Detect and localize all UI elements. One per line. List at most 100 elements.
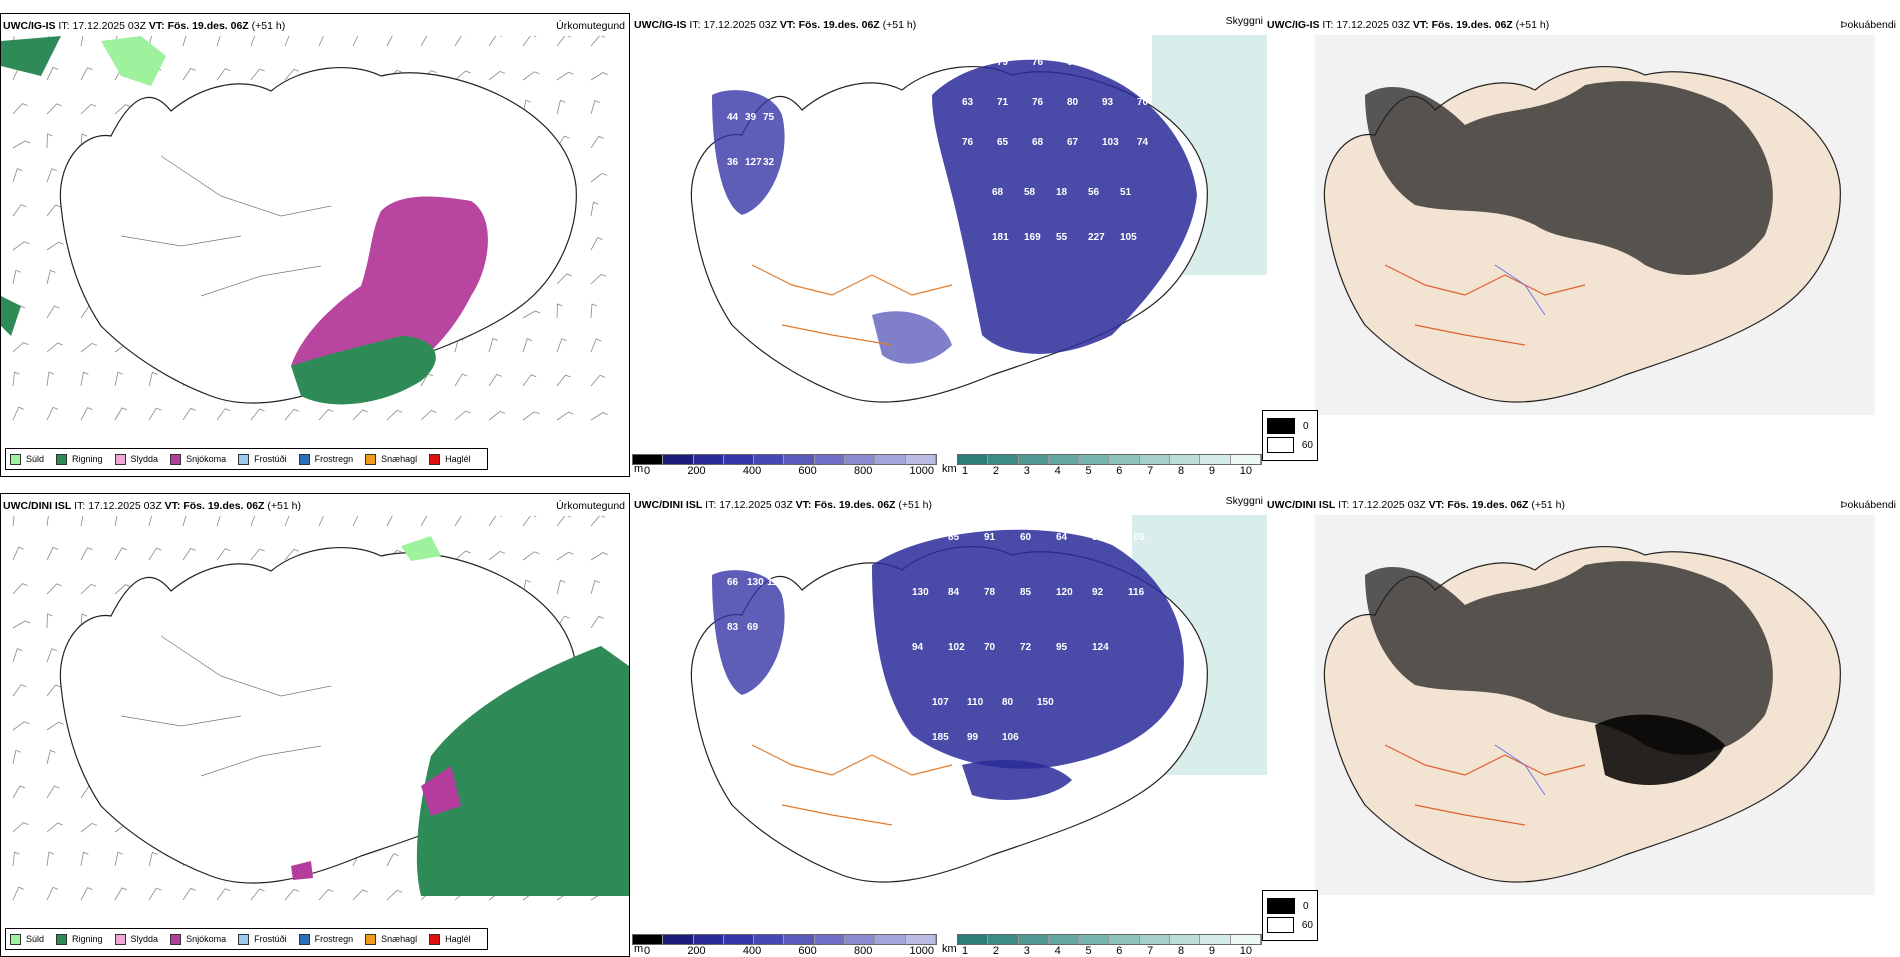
roads: [751, 264, 953, 346]
wind-barb: [114, 547, 128, 561]
colorbar-segment: [875, 935, 906, 944]
wind-barb: [80, 67, 93, 81]
wind-barb: [216, 548, 231, 561]
colorbar-segment: [845, 935, 876, 944]
panel-title: Þokuábendi: [1840, 19, 1896, 31]
cloud-base-label: 116: [1128, 587, 1145, 598]
colorbar-segment: [1170, 455, 1201, 464]
wind-barb: [12, 546, 24, 561]
wind-barb: [522, 411, 540, 421]
panel-title: Þokuábendi: [1840, 499, 1896, 511]
wind-barb: [352, 516, 359, 527]
snow-area: [421, 766, 461, 816]
cloud-base-label: 150: [1037, 697, 1054, 708]
it-value: 17.12.2025 03Z: [719, 499, 793, 511]
model-name: UWC/IG-IS: [1267, 19, 1320, 31]
wind-barb: [522, 310, 541, 319]
tick: 2: [992, 945, 999, 957]
wind-barb: [148, 887, 162, 901]
legend-label: Haglél: [445, 934, 471, 944]
cloud-base-label: 44: [727, 112, 739, 123]
legend-item-rigning: Rigning: [56, 933, 103, 945]
wind-barb: [522, 551, 540, 561]
wind-barb: [522, 374, 537, 387]
wind-barb: [488, 550, 506, 561]
cloud-cover-westfjords: [712, 570, 785, 695]
panel-header: UWC/DINI ISL IT: 17.12.2025 03Z VT: Fös.…: [1267, 499, 1565, 511]
wind-barb: [284, 516, 290, 527]
wind-barb: [46, 851, 55, 867]
cloud-base-label: 80: [1002, 697, 1014, 708]
legend-label: Snæhagl: [381, 454, 418, 464]
cloud-base-label: 93: [1102, 97, 1114, 108]
wind-barb: [12, 371, 20, 387]
drizzle-area: [401, 536, 441, 561]
tick: 8: [1178, 465, 1185, 477]
wind-barb: [148, 516, 152, 527]
cloud-base-label: 64: [1067, 57, 1079, 68]
vt-value: Fös. 19.des. 06Z: [1431, 19, 1513, 31]
wind-barb: [12, 516, 15, 527]
wind-barb: [522, 516, 537, 527]
wind-barb: [46, 406, 59, 421]
wind-barb: [420, 516, 433, 527]
panel-title: Skyggni: [1225, 495, 1263, 507]
tick: 200: [687, 465, 706, 477]
colorbar-segment: [784, 455, 815, 464]
legend-swatch: [56, 453, 68, 465]
wind-barb: [182, 547, 196, 561]
colorbar-segment: [663, 935, 694, 944]
legend-label: Slydda: [130, 454, 159, 464]
wind-barb: [46, 721, 64, 731]
colorbar-segment: [663, 455, 694, 464]
cloud-panel-bottom: UWC/DINI ISL IT: 17.12.2025 03Z VT: Fös.…: [632, 493, 1267, 957]
wind-barb: [556, 36, 571, 47]
wind-barb: [46, 269, 56, 285]
it-label: IT:: [689, 19, 701, 31]
tick: 9: [1208, 945, 1215, 957]
cloud-base-label: 75: [763, 112, 775, 123]
wind-barb: [556, 579, 566, 595]
wind-barb: [556, 551, 574, 561]
wind-barb: [46, 516, 49, 527]
wind-barb: [46, 785, 60, 799]
wind-barb: [12, 822, 29, 833]
panel-header: UWC/DINI ISL IT: 17.12.2025 03Z VT: Fös.…: [634, 499, 932, 511]
cloud-base-label: 78: [984, 587, 996, 598]
colorbar-segment: [693, 935, 724, 944]
wind-barb: [284, 36, 290, 47]
wind-barb: [590, 374, 606, 387]
cloud-base-label: 92: [1092, 587, 1104, 598]
it-label: IT:: [705, 499, 717, 511]
legend-item-haglel: Haglél: [429, 933, 471, 945]
wind-barb: [80, 133, 88, 149]
wind-barb: [80, 36, 84, 47]
fog-legend-label: 60: [1301, 439, 1313, 451]
wind-barb: [556, 516, 571, 527]
rain-area-nw: [1, 36, 61, 76]
rivers: [1494, 744, 1546, 796]
wind-barb: [488, 410, 506, 421]
wind-barb: [182, 516, 187, 527]
tick: 7: [1147, 945, 1154, 957]
wind-barb: [556, 273, 572, 285]
vt-label: VT:: [795, 499, 812, 511]
tick: 5: [1085, 465, 1092, 477]
panel-header: UWC/IG-IS IT: 17.12.2025 03Z VT: Fös. 19…: [3, 20, 285, 32]
fog-legend: 0 60: [1262, 410, 1318, 461]
cloud-base-label: 70: [1102, 57, 1114, 68]
tick: 800: [853, 945, 873, 957]
wind-barb: [216, 516, 221, 527]
wind-barb: [522, 338, 533, 353]
roads: [1384, 744, 1586, 826]
fog-legend-label: 0: [1303, 900, 1309, 912]
legend-item-frostudi: Frostúði: [238, 453, 287, 465]
wind-barb: [556, 374, 571, 387]
vis-colorbar-strip: [957, 934, 1262, 945]
colorbar-segment: [1048, 455, 1080, 464]
wind-barb: [80, 516, 84, 527]
cloud-base-label: 53: [1092, 532, 1104, 543]
precip-legend: Súld Rigning Slydda Snjókoma Frostúði Fr…: [5, 928, 488, 950]
tick: 400: [742, 945, 762, 957]
fog-swatch: [1267, 418, 1295, 434]
